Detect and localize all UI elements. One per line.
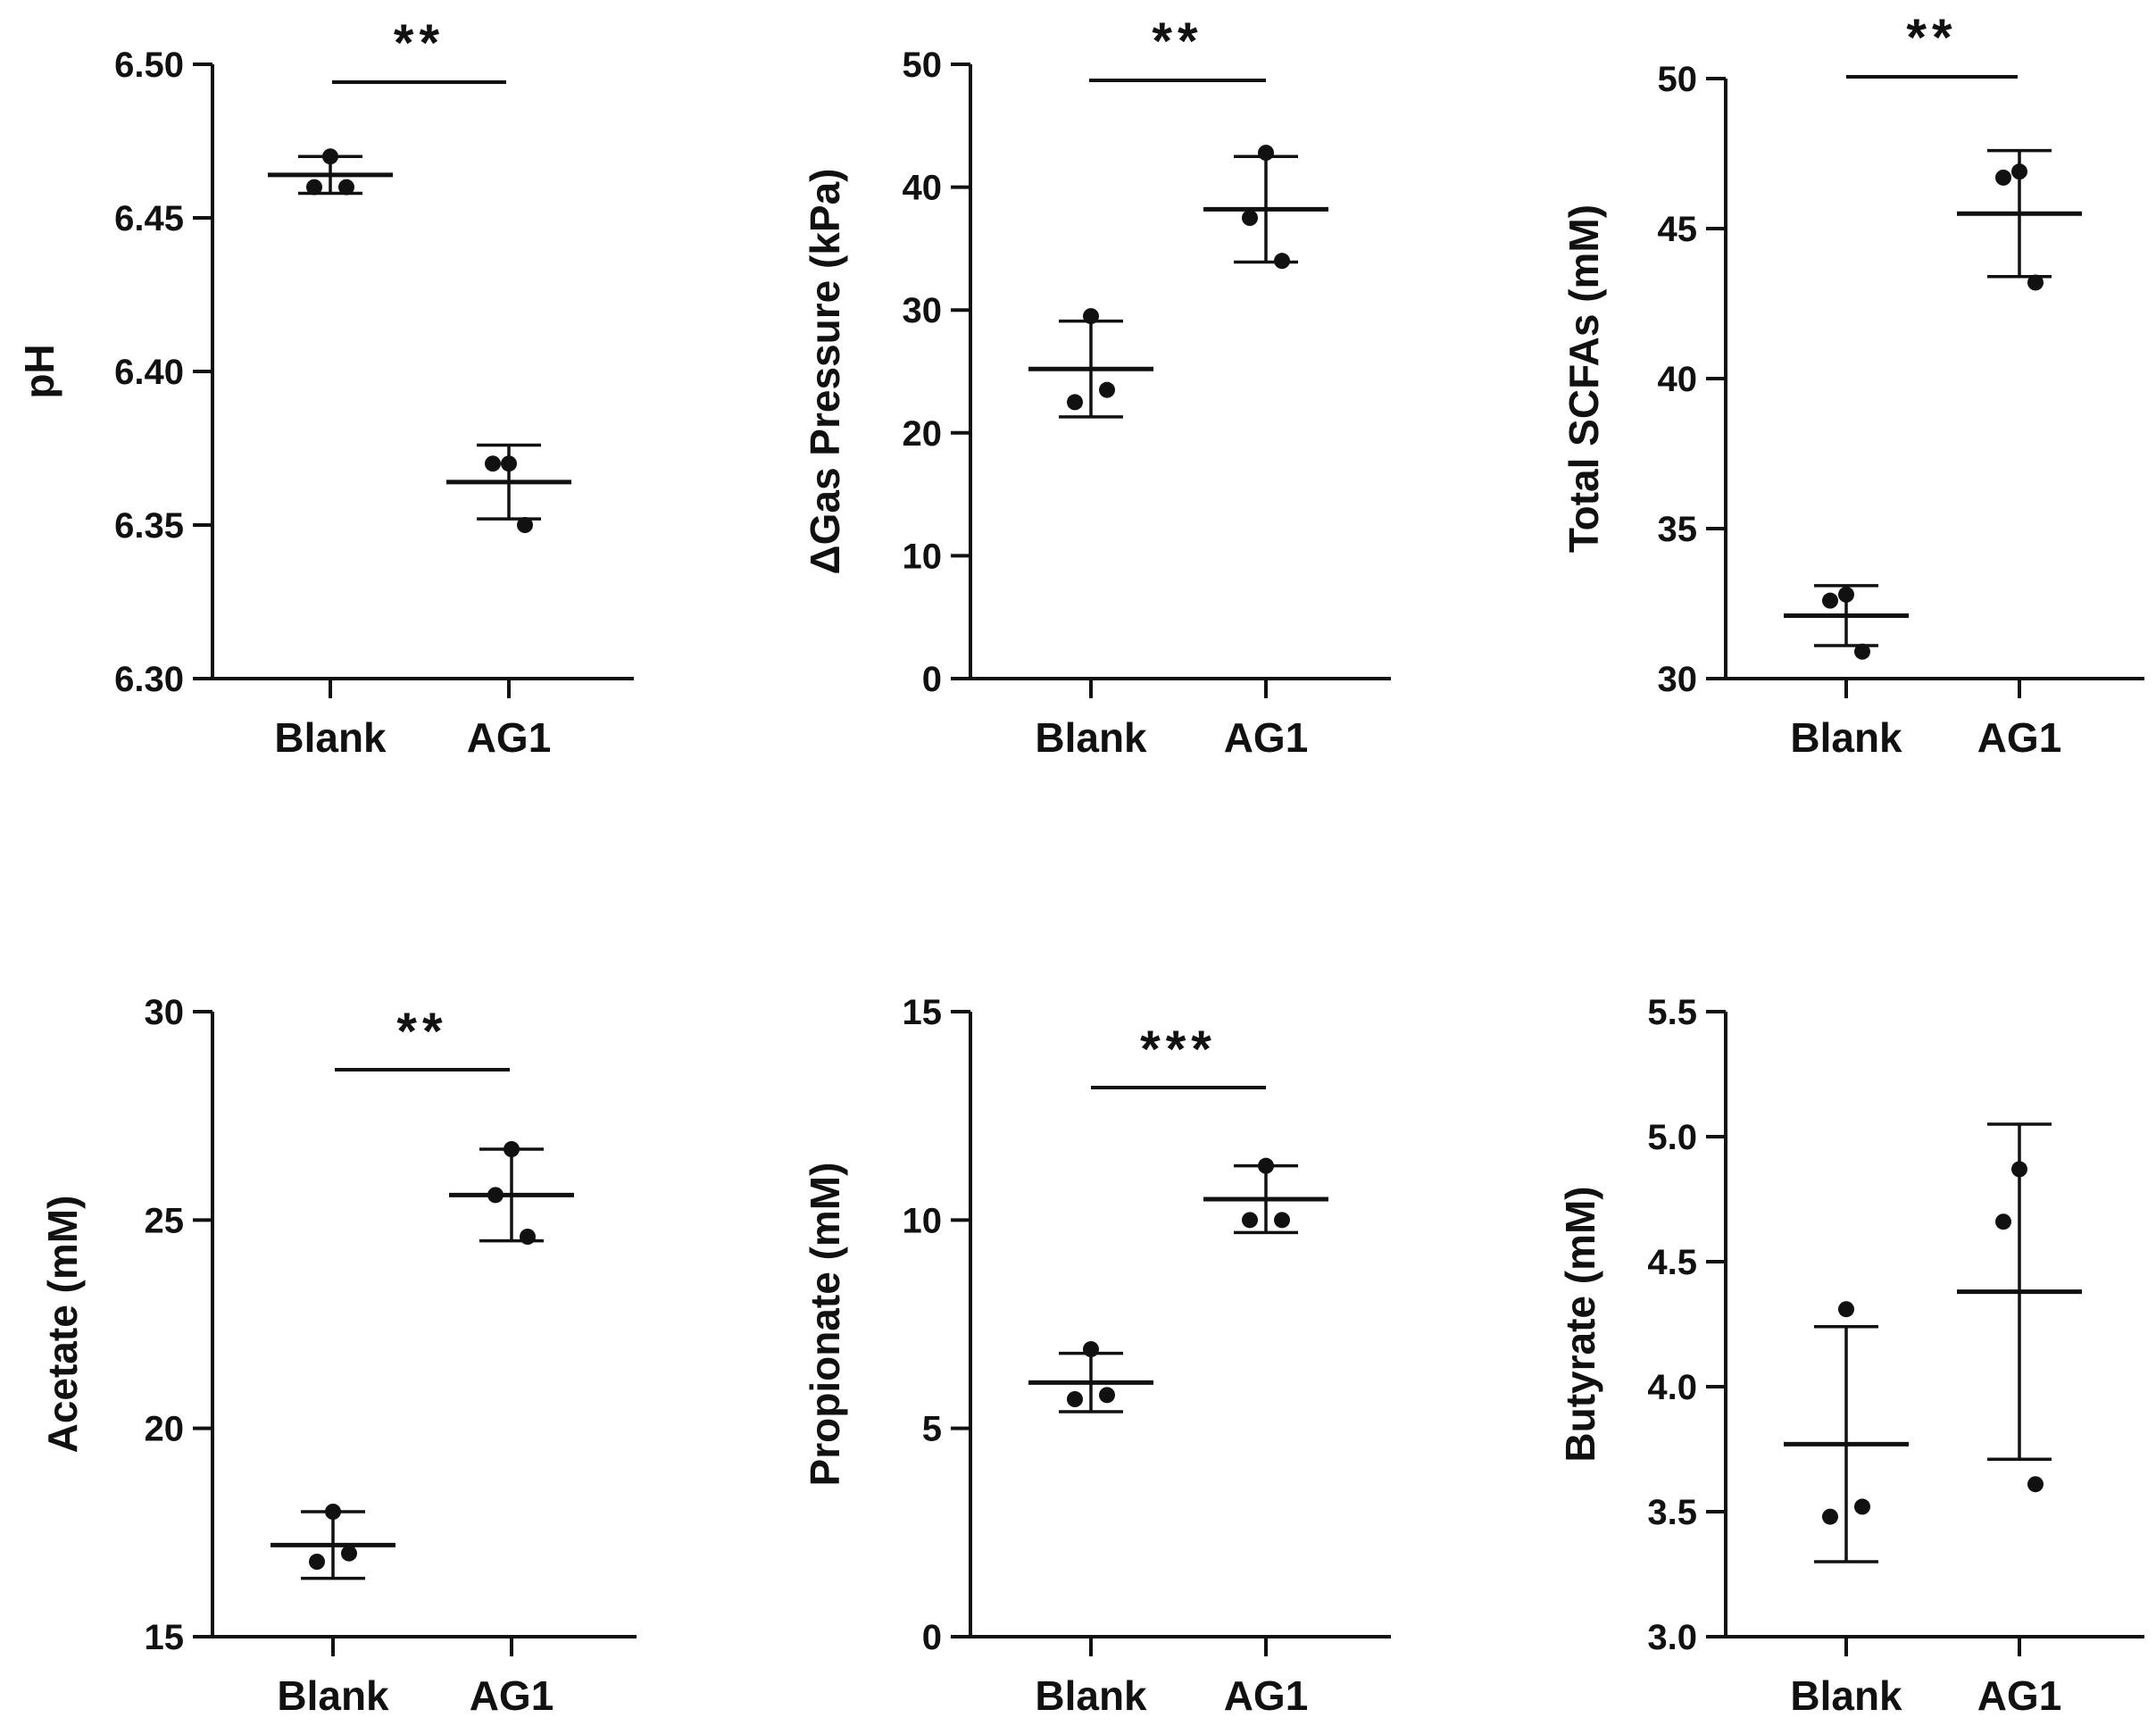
- y-tick-label: 30: [903, 291, 943, 330]
- y-axis-title: Total SCFAs (mM): [1561, 204, 1607, 553]
- y-tick-label: 25: [145, 1201, 185, 1240]
- data-point: [1083, 1341, 1099, 1357]
- y-tick-label: 6.45: [114, 199, 184, 238]
- y-tick-label: 10: [903, 537, 943, 576]
- x-category-label: Blank: [277, 1672, 389, 1719]
- data-point: [322, 148, 338, 165]
- chart-panel-2: 0 10 20 30 40 50 Blank AG1 ΔGas Pressure (kPa) **: [802, 13, 1391, 761]
- y-tick-label: 3.0: [1647, 1618, 1697, 1657]
- y-tick-label: 15: [903, 993, 943, 1032]
- data-point: [1854, 643, 1870, 660]
- y-tick-label: 6.35: [114, 506, 184, 546]
- chart-panel-3: 30 35 40 45 50 Blank AG1 Total SCFAs (mM) **: [1561, 9, 2144, 761]
- data-point: [1822, 592, 1838, 609]
- chart-panel-1: 6.30 6.35 6.40 6.45 6.50 Blank AG1 pH **: [16, 14, 634, 761]
- data-point: [487, 1187, 504, 1204]
- y-tick-label: 5: [922, 1410, 942, 1449]
- y-axis-title: Propionate (mM): [802, 1163, 848, 1487]
- y-tick-label: 45: [1658, 210, 1698, 249]
- y-tick-label: 30: [145, 993, 185, 1032]
- data-point: [1258, 145, 1274, 162]
- data-point: [306, 179, 322, 196]
- y-tick-label: 50: [903, 46, 943, 85]
- data-point: [485, 455, 501, 472]
- data-point: [1242, 210, 1258, 226]
- y-axis-title: Acetate (mM): [39, 1196, 86, 1454]
- data-point: [1274, 253, 1290, 270]
- data-point: [1067, 1391, 1083, 1407]
- data-point: [1995, 1213, 2011, 1230]
- data-point: [1822, 1508, 1838, 1525]
- data-point: [1995, 169, 2011, 186]
- y-tick-label: 3.5: [1647, 1493, 1697, 1532]
- y-axis-title: Butyrate (mM): [1557, 1186, 1603, 1462]
- significance-label: **: [396, 1003, 447, 1061]
- x-category-label: AG1: [1224, 1672, 1309, 1719]
- data-point: [1258, 1157, 1274, 1174]
- significance-label: **: [1152, 13, 1203, 71]
- data-point: [325, 1504, 341, 1520]
- data-point: [1067, 394, 1083, 411]
- y-tick-label: 4.0: [1647, 1368, 1697, 1407]
- x-category-label: Blank: [1035, 1672, 1147, 1719]
- y-axis-title: pH: [16, 344, 62, 398]
- data-point: [341, 1545, 357, 1562]
- data-point: [1854, 1498, 1870, 1515]
- x-category-label: AG1: [1977, 714, 2062, 761]
- significance-label: **: [394, 14, 445, 72]
- data-point: [1099, 381, 1115, 398]
- y-tick-label: 50: [1658, 60, 1698, 99]
- significance-label: ***: [1140, 1021, 1217, 1079]
- data-point: [1838, 586, 1854, 603]
- chart-panel-4: 15 20 25 30 Blank AG1 Acetate (mM) **: [39, 993, 637, 1719]
- y-tick-label: 6.30: [114, 660, 184, 699]
- data-point: [2011, 1161, 2027, 1178]
- data-point: [1099, 1387, 1115, 1404]
- y-tick-label: 20: [145, 1410, 185, 1449]
- data-point: [501, 455, 517, 472]
- x-category-label: Blank: [1035, 714, 1147, 761]
- data-point: [338, 179, 354, 196]
- data-point: [2011, 163, 2027, 180]
- y-tick-label: 10: [903, 1201, 943, 1240]
- y-axis-title: ΔGas Pressure (kPa): [802, 169, 848, 575]
- data-point: [517, 517, 533, 533]
- data-point: [1083, 308, 1099, 325]
- y-tick-label: 6.50: [114, 46, 184, 85]
- chart-panel-5: 0 5 10 15 Blank AG1 Propionate (mM) ***: [802, 993, 1391, 1719]
- data-point: [1274, 1212, 1290, 1229]
- x-category-label: Blank: [1790, 1672, 1902, 1719]
- y-tick-label: 40: [903, 169, 943, 208]
- chart-panel-6: 3.0 3.5 4.0 4.5 5.0 5.5 Blank AG1 Butyrate (mM): [1557, 993, 2144, 1719]
- y-tick-label: 30: [1658, 660, 1698, 699]
- data-point: [1242, 1212, 1258, 1229]
- y-tick-label: 6.40: [114, 353, 184, 392]
- data-point: [309, 1554, 325, 1570]
- y-tick-label: 20: [903, 414, 943, 454]
- y-tick-label: 15: [145, 1618, 185, 1657]
- data-point: [520, 1229, 536, 1245]
- y-tick-label: 5.0: [1647, 1118, 1697, 1157]
- y-tick-label: 35: [1658, 510, 1698, 549]
- data-point: [504, 1141, 520, 1157]
- x-category-label: Blank: [274, 714, 387, 761]
- x-category-label: AG1: [1977, 1672, 2062, 1719]
- x-category-label: AG1: [470, 1672, 554, 1719]
- x-category-label: AG1: [467, 714, 552, 761]
- x-category-label: Blank: [1790, 714, 1902, 761]
- x-category-label: AG1: [1224, 714, 1309, 761]
- y-tick-label: 5.5: [1647, 993, 1697, 1032]
- data-point: [1838, 1301, 1854, 1318]
- y-tick-label: 0: [922, 660, 942, 699]
- data-point: [2027, 274, 2044, 291]
- y-tick-label: 4.5: [1647, 1243, 1697, 1282]
- y-tick-label: 0: [922, 1618, 942, 1657]
- significance-label: **: [1906, 9, 1957, 67]
- y-tick-label: 40: [1658, 360, 1698, 399]
- data-point: [2027, 1476, 2044, 1493]
